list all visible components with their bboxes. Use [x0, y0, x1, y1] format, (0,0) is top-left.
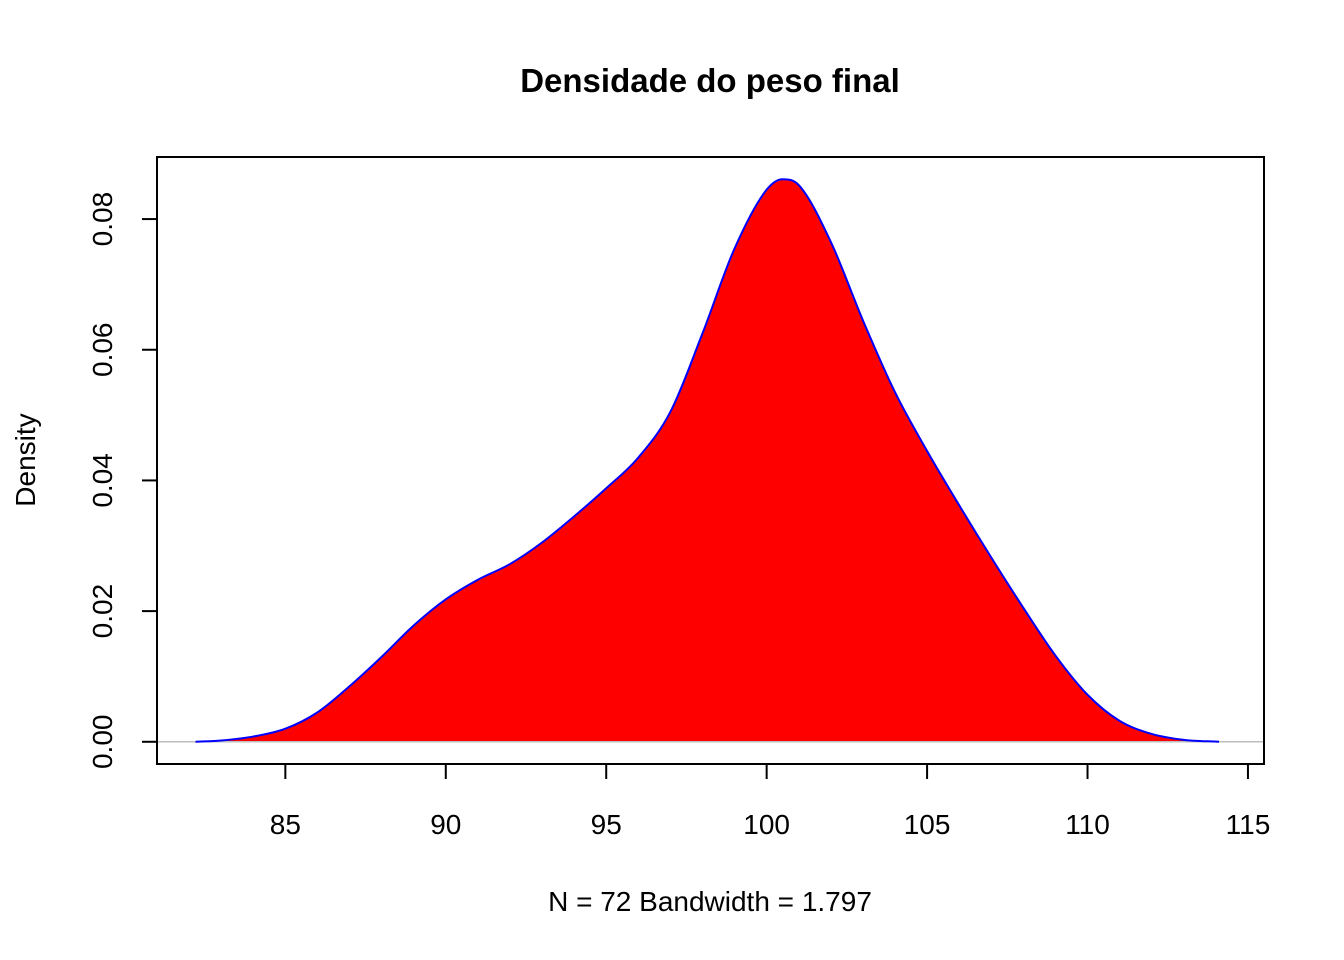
- y-axis: 0.00 0.02 0.04 0.06 0.08: [87, 192, 158, 770]
- chart-title: Densidade do peso final: [520, 62, 900, 99]
- y-tick-label: 0.00: [87, 715, 118, 770]
- x-tick-label: 105: [904, 809, 951, 840]
- y-tick-label: 0.02: [87, 584, 118, 639]
- x-tick-label: 100: [743, 809, 790, 840]
- x-tick-label: 90: [430, 809, 461, 840]
- x-tick-label: 115: [1226, 809, 1271, 840]
- y-tick-label: 0.08: [87, 192, 118, 247]
- x-axis: 85 90 95 100 105 110 115: [270, 763, 1271, 840]
- x-axis-label: N = 72 Bandwidth = 1.797: [548, 886, 872, 917]
- y-tick-label: 0.06: [87, 323, 118, 378]
- density-line: [195, 178, 1220, 743]
- x-tick-label: 85: [270, 809, 301, 840]
- x-tick-label: 95: [591, 809, 622, 840]
- x-tick-label: 110: [1065, 809, 1110, 840]
- y-axis-label: Density: [10, 413, 41, 506]
- plot-area: [157, 178, 1264, 743]
- density-area: [195, 179, 1220, 742]
- y-tick-label: 0.04: [87, 453, 118, 508]
